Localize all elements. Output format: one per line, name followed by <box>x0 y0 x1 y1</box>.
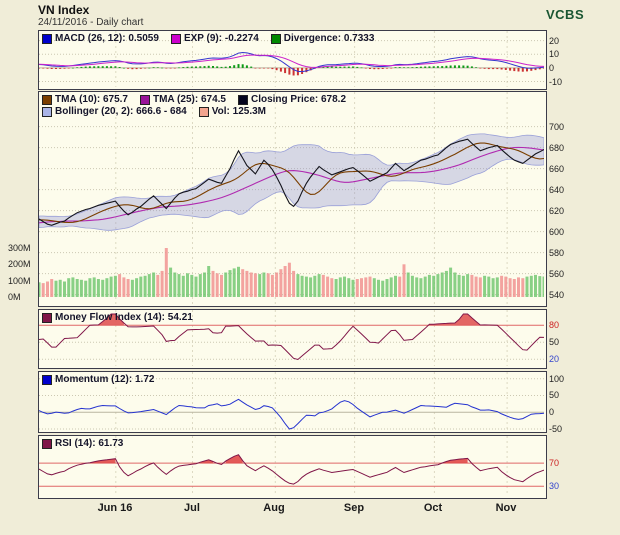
legend-label: RSI (14): 61.73 <box>55 438 124 449</box>
panel-mom <box>38 371 547 433</box>
price-ytick-label: 620 <box>549 205 565 216</box>
mom-legend-row: Momentum (12): 1.72 <box>42 374 154 385</box>
price-legend-row: TMA (10): 675.7 TMA (25): 674.5 Closing Pr… <box>42 94 346 105</box>
mfi-legend-row: Money Flow Index (14): 54.21 <box>42 312 193 323</box>
mom-ytick-label: 0 <box>549 407 555 418</box>
price-ytick-label: 540 <box>549 289 565 300</box>
legend-item-macd: MACD (26, 12): 0.5059 <box>42 33 159 44</box>
volume-axis-label: 100M <box>8 275 31 286</box>
legend-item-rsi: RSI (14): 61.73 <box>42 438 123 449</box>
macd-ytick-label: 0 <box>549 62 555 73</box>
exp-swatch-icon <box>170 33 181 44</box>
price-ytick-label: 640 <box>549 184 565 195</box>
mom-ytick-label: 50 <box>549 390 560 401</box>
xaxis-label-jun-16: Jun 16 <box>97 502 133 514</box>
macd-ytick-label: 10 <box>549 49 560 60</box>
mom-ytick-label: -50 <box>549 423 563 434</box>
xaxis-label-oct: Oct <box>423 502 443 514</box>
chart-subtitle: 24/11/2016 - Daily chart <box>38 17 144 28</box>
macd-ytick-label: 20 <box>549 35 560 46</box>
brand-logo: VCBS <box>546 7 585 22</box>
mfi-swatch-icon <box>42 312 52 323</box>
volume-axis-label: 300M <box>8 243 31 253</box>
price-ytick-label: 560 <box>549 268 565 279</box>
rsi-swatch-icon <box>42 438 52 449</box>
divergence-swatch-icon <box>270 33 281 44</box>
panel-price <box>38 91 547 307</box>
legend-label: Closing Price: 678.2 <box>250 94 347 105</box>
legend-label: Bollinger (20, 2): 666.6 - 684 <box>55 106 187 117</box>
volume-axis-label: 0M <box>8 292 21 302</box>
mom-plot <box>39 372 544 430</box>
rsi-ytick-label: 70 <box>549 458 560 469</box>
price-ytick-label: 580 <box>549 247 565 258</box>
xaxis-label-jul: Jul <box>184 502 200 514</box>
mfi-ytick-label: 20 <box>549 354 560 365</box>
panel-macd <box>38 30 547 90</box>
legend-item-momentum: Momentum (12): 1.72 <box>42 374 154 385</box>
mfi-ytick-label: 50 <box>549 337 560 348</box>
xaxis-label-nov: Nov <box>495 502 517 514</box>
price-ytick-label: 680 <box>549 142 565 153</box>
rsi-plot <box>39 436 544 496</box>
panel-mfi <box>38 309 547 369</box>
legend-label: MACD (26, 12): 0.5059 <box>55 33 159 44</box>
price-plot <box>39 92 544 304</box>
tma25-swatch-icon <box>139 94 150 105</box>
bollinger-swatch-icon <box>42 106 52 117</box>
volume-axis-label: 200M <box>8 259 31 270</box>
legend-label: TMA (25): 674.5 <box>152 94 226 105</box>
xaxis-label-sep: Sep <box>343 502 365 514</box>
macd-legend-row: MACD (26, 12): 0.5059 EXP (9): -0.2274 Div… <box>42 33 374 44</box>
legend-item-tma10: TMA (10): 675.7 <box>42 94 128 105</box>
price-ytick-label: 600 <box>549 226 565 237</box>
legend-label: Divergence: 0.7333 <box>283 33 375 44</box>
closing-price-swatch-icon <box>237 94 248 105</box>
legend-label: Momentum (12): 1.72 <box>55 374 155 385</box>
legend-item-exp: EXP (9): -0.2274 <box>170 33 259 44</box>
panel-rsi <box>38 435 547 499</box>
legend-item-vol: Vol: 125.3M <box>198 106 266 117</box>
legend-label: Vol: 125.3M <box>211 106 266 117</box>
legend-item-tma25: TMA (25): 674.5 <box>139 94 226 105</box>
page-title: VN Index <box>38 3 90 17</box>
rsi-ytick-label: 30 <box>549 481 560 492</box>
legend-item-divergence: Divergence: 0.7333 <box>270 33 375 44</box>
macd-plot <box>39 31 544 87</box>
mfi-plot <box>39 310 544 366</box>
price-ytick-label: 660 <box>549 163 565 174</box>
legend-label: Money Flow Index (14): 54.21 <box>55 312 193 323</box>
rsi-legend-row: RSI (14): 61.73 <box>42 438 123 449</box>
momentum-swatch-icon <box>42 374 52 385</box>
macd-swatch-icon <box>42 33 52 44</box>
legend-label: EXP (9): -0.2274 <box>183 33 259 44</box>
price-legend-row: Bollinger (20, 2): 666.6 - 684 Vol: 125.3… <box>42 106 266 117</box>
xaxis-label-aug: Aug <box>263 502 285 514</box>
legend-item-mfi: Money Flow Index (14): 54.21 <box>42 312 193 323</box>
legend-item-bollinger: Bollinger (20, 2): 666.6 - 684 <box>42 106 187 117</box>
vol-swatch-icon <box>198 106 209 117</box>
tma10-swatch-icon <box>42 94 52 105</box>
legend-item-closing-price: Closing Price: 678.2 <box>237 94 347 105</box>
macd-ytick-label: -10 <box>549 76 563 87</box>
price-ytick-label: 700 <box>549 121 565 132</box>
mom-ytick-label: 100 <box>549 373 565 384</box>
legend-label: TMA (10): 675.7 <box>55 94 128 105</box>
mfi-ytick-label: 80 <box>549 320 560 331</box>
